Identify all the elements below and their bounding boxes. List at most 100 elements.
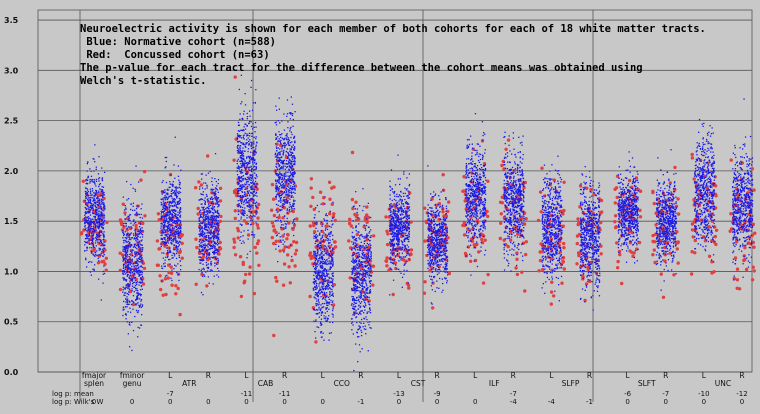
normative-point — [248, 132, 250, 134]
normative-point — [138, 284, 140, 286]
normative-point — [131, 244, 133, 246]
normative-point — [85, 227, 87, 230]
normative-point — [170, 202, 173, 205]
normative-point — [170, 234, 172, 236]
normative-point — [250, 165, 252, 167]
normative-point — [163, 237, 165, 239]
normative-point — [278, 232, 280, 234]
normative-point — [326, 237, 329, 240]
normative-point — [177, 227, 180, 229]
normative-point — [93, 229, 95, 231]
normative-point — [291, 205, 293, 208]
normative-point — [254, 131, 256, 133]
normative-point — [286, 163, 288, 165]
normative-point — [216, 233, 219, 235]
concussed-point — [750, 278, 755, 282]
normative-point — [288, 154, 290, 157]
normative-point — [285, 154, 287, 156]
normative-point — [91, 234, 93, 236]
normative-point — [200, 227, 202, 229]
normative-point — [179, 229, 182, 232]
normative-point — [131, 278, 133, 281]
normative-point — [288, 139, 291, 141]
normative-point — [97, 208, 99, 210]
normative-point — [254, 168, 256, 171]
normative-point — [175, 233, 177, 235]
normative-point — [177, 211, 179, 213]
normative-point — [214, 196, 216, 198]
normative-point — [216, 251, 218, 254]
normative-point — [290, 151, 292, 154]
normative-point — [313, 237, 315, 239]
normative-point — [177, 242, 179, 244]
normative-point — [169, 223, 171, 226]
normative-point — [216, 228, 218, 230]
normative-point — [198, 227, 200, 230]
normative-point — [90, 202, 92, 205]
normative-point — [215, 258, 217, 261]
normative-point — [140, 220, 142, 223]
normative-point — [129, 214, 132, 216]
normative-point — [218, 214, 220, 216]
normative-point — [275, 121, 277, 123]
normative-point — [94, 144, 96, 146]
concussed-point — [79, 232, 84, 236]
normative-point — [281, 160, 283, 162]
concussed-point — [385, 242, 390, 247]
normative-point — [126, 237, 128, 239]
normative-point — [246, 116, 249, 118]
normative-point — [292, 186, 294, 188]
normative-point — [98, 239, 100, 241]
normative-point — [98, 224, 101, 227]
normative-point — [293, 159, 296, 161]
normative-point — [329, 262, 331, 264]
normative-point — [327, 260, 329, 262]
normative-point — [135, 212, 138, 214]
normative-point — [238, 140, 240, 143]
normative-point — [244, 195, 247, 197]
normative-point — [326, 274, 328, 276]
normative-point — [100, 194, 102, 197]
normative-point — [210, 229, 212, 231]
normative-point — [285, 180, 288, 182]
normative-point — [247, 205, 249, 208]
normative-point — [247, 137, 249, 139]
normative-point — [282, 145, 284, 147]
normative-point — [101, 186, 103, 188]
normative-point — [249, 110, 251, 112]
normative-point — [332, 217, 334, 219]
normative-point — [281, 156, 283, 158]
normative-point — [204, 246, 206, 248]
normative-point — [285, 198, 287, 200]
normative-point — [161, 267, 163, 269]
normative-point — [139, 298, 141, 300]
normative-point — [290, 208, 293, 210]
normative-point — [94, 223, 96, 225]
normative-point — [241, 117, 244, 119]
normative-point — [179, 225, 181, 228]
normative-point — [129, 264, 131, 266]
normative-point — [293, 147, 295, 149]
normative-point — [135, 238, 137, 240]
normative-point — [249, 160, 251, 162]
normative-point — [253, 188, 255, 190]
normative-point — [140, 228, 142, 230]
normative-point — [283, 227, 285, 229]
normative-point — [239, 166, 241, 169]
normative-point — [213, 216, 216, 219]
normative-point — [128, 277, 131, 280]
normative-point — [99, 218, 101, 220]
normative-point — [283, 215, 286, 217]
normative-point — [315, 235, 317, 237]
normative-point — [281, 185, 283, 187]
normative-point — [323, 317, 325, 319]
normative-point — [217, 182, 219, 185]
normative-point — [244, 177, 246, 180]
normative-point — [277, 147, 279, 149]
concussed-point — [92, 247, 97, 251]
normative-point — [141, 236, 144, 238]
normative-point — [250, 145, 252, 147]
normative-point — [139, 327, 141, 329]
normative-point — [164, 197, 166, 199]
normative-point — [125, 265, 127, 267]
